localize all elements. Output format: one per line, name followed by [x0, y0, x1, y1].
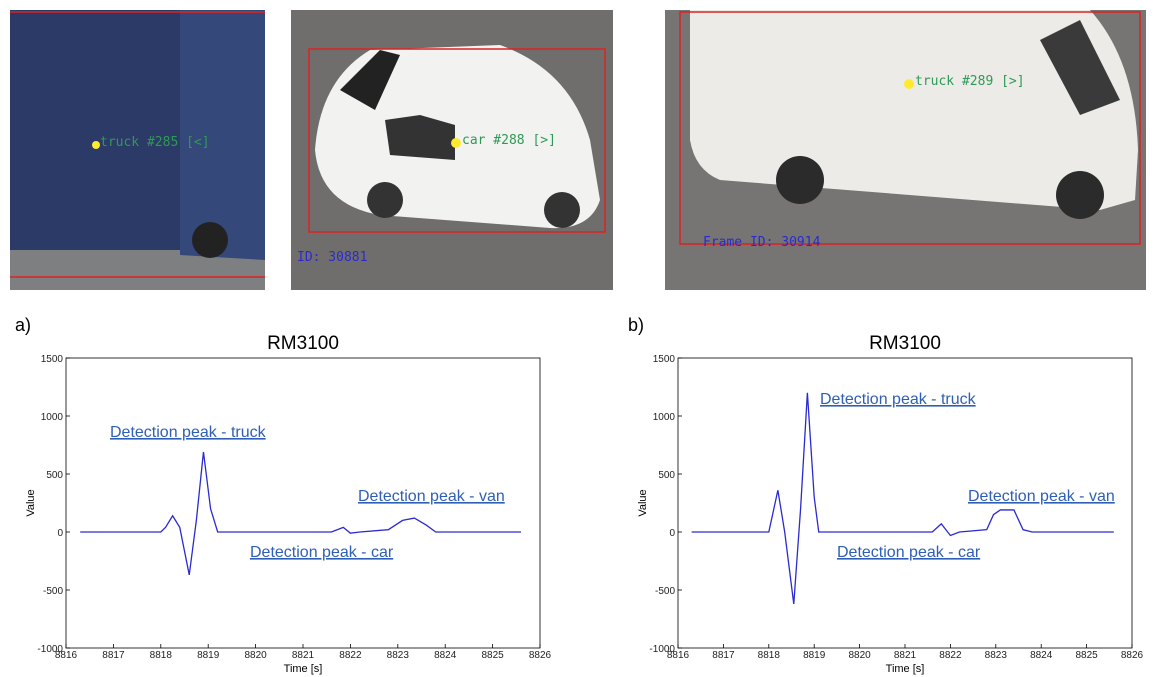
track-label: truck #289 [>] — [915, 74, 1025, 89]
y-tick-label: 500 — [46, 470, 63, 481]
x-tick-label: 8826 — [1121, 650, 1144, 661]
y-tick-label: 1000 — [653, 412, 676, 423]
x-tick-label: 8824 — [1030, 650, 1053, 661]
x-tick-label: 8826 — [529, 650, 552, 661]
frame-label: Frame ID: 30914 — [703, 235, 821, 250]
annotation: Detection peak - car — [250, 544, 394, 561]
annotation: Detection peak - truck — [820, 391, 977, 408]
x-tick-label: 8820 — [848, 650, 871, 661]
x-tick-label: 8823 — [387, 650, 410, 661]
panel-label: b) — [628, 315, 644, 335]
x-tick-label: 8821 — [894, 650, 917, 661]
chart-title: RM3100 — [267, 333, 339, 354]
y-tick-label: 1500 — [41, 354, 64, 365]
x-tick-label: 8821 — [292, 650, 315, 661]
x-tick-label: 8822 — [939, 650, 962, 661]
track-label: car #288 [>] — [462, 133, 556, 148]
annotation: Detection peak - van — [358, 488, 505, 505]
annotation: Detection peak - van — [968, 488, 1115, 505]
y-tick-label: 0 — [57, 528, 63, 539]
x-axis-label: Time [s] — [886, 663, 925, 675]
x-tick-label: 8822 — [339, 650, 362, 661]
x-tick-label: 8817 — [102, 650, 125, 661]
x-axis-label: Time [s] — [284, 663, 323, 675]
y-tick-label: -500 — [655, 586, 675, 597]
track-label: truck #285 [<] — [100, 135, 210, 150]
annotation: Detection peak - car — [837, 544, 981, 561]
x-tick-label: 8819 — [197, 650, 220, 661]
y-axis-label: Value — [637, 489, 649, 516]
y-tick-label: 500 — [658, 470, 675, 481]
page: truck #285 [<] car #288 [>] ID: 30881 truck… — [0, 0, 1155, 677]
x-tick-label: 8819 — [803, 650, 826, 661]
y-tick-label: -1000 — [649, 644, 675, 655]
y-tick-label: 0 — [669, 528, 675, 539]
photo — [291, 10, 613, 290]
x-tick-label: 8817 — [712, 650, 735, 661]
x-tick-label: 8825 — [1075, 650, 1098, 661]
annotation: Detection peak - truck — [110, 424, 267, 441]
x-tick-label: 8825 — [481, 650, 504, 661]
chart-title: RM3100 — [869, 333, 941, 354]
y-tick-label: 1500 — [653, 354, 676, 365]
photo — [10, 10, 265, 290]
x-tick-label: 8818 — [150, 650, 173, 661]
frame-label: ID: 30881 — [297, 250, 367, 265]
x-tick-label: 8818 — [758, 650, 781, 661]
y-tick-label: -500 — [43, 586, 63, 597]
y-tick-label: -1000 — [37, 644, 63, 655]
y-tick-label: 1000 — [41, 412, 64, 423]
y-axis-label: Value — [25, 489, 37, 516]
figure: truck #285 [<] car #288 [>] ID: 30881 truck… — [0, 0, 1155, 677]
panel-label: a) — [15, 315, 31, 335]
x-tick-label: 8824 — [434, 650, 457, 661]
x-tick-label: 8820 — [244, 650, 267, 661]
x-tick-label: 8823 — [985, 650, 1008, 661]
